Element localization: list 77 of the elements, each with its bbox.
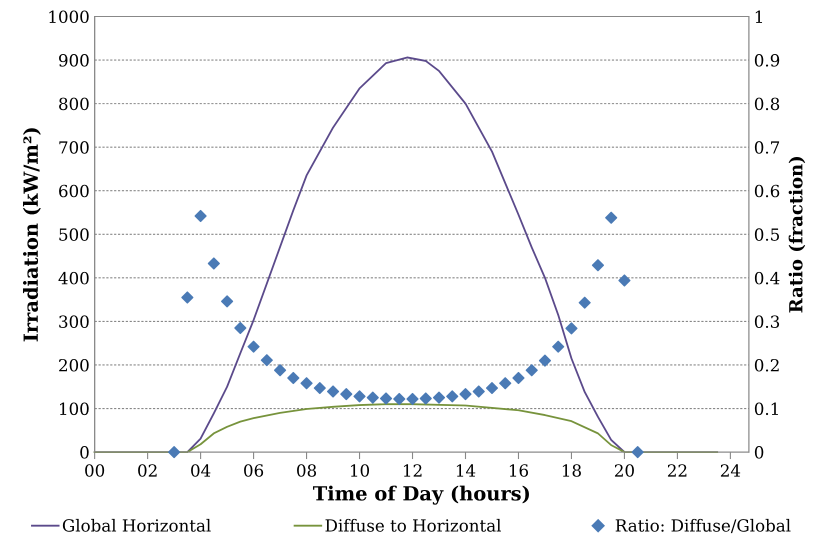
point xyxy=(565,322,578,334)
y2-tick-label: 0.6 xyxy=(754,184,780,198)
y2-tick-label: 0.4 xyxy=(754,272,780,284)
point xyxy=(393,392,406,406)
point xyxy=(499,377,512,390)
y2-tick-label: 0.3 xyxy=(754,315,780,328)
point xyxy=(538,354,552,367)
point xyxy=(208,257,220,270)
y2-tick-label: 0.5 xyxy=(754,228,780,241)
x-tick-label: 18 xyxy=(562,464,581,477)
x-tick-label: 22 xyxy=(668,464,686,477)
point xyxy=(592,259,604,272)
y2-tick-label: 0.9 xyxy=(754,54,780,67)
y-tick-label: 200 xyxy=(59,358,89,372)
point xyxy=(618,274,631,287)
point xyxy=(353,390,366,402)
point xyxy=(194,210,207,222)
x-tick-label: 12 xyxy=(404,464,422,477)
point xyxy=(274,364,286,376)
point xyxy=(234,322,246,334)
point xyxy=(472,385,485,398)
point xyxy=(578,296,591,309)
point xyxy=(260,354,273,366)
point xyxy=(552,340,564,353)
point xyxy=(432,392,446,404)
y2-tick-label: 0.1 xyxy=(754,402,778,416)
y2-tick-label: 0 xyxy=(754,446,764,459)
x-tick-label: 06 xyxy=(244,464,264,477)
y-tick-label: 400 xyxy=(58,272,89,284)
y-tick-label: 300 xyxy=(59,315,89,328)
y-tick-label: 100 xyxy=(60,402,89,416)
x-tick-label: 04 xyxy=(191,464,210,477)
point xyxy=(605,212,618,224)
y2-tick-label: 0.2 xyxy=(754,358,779,372)
x-tick-label: 14 xyxy=(456,464,476,477)
y2-tick-label: 1 xyxy=(756,10,762,23)
x-tick-label: 02 xyxy=(138,464,157,477)
x-tick-label: 16 xyxy=(510,464,528,477)
y-tick-label: 800 xyxy=(59,98,89,110)
legend-label: Global Horizontal xyxy=(62,518,211,532)
point xyxy=(512,372,525,384)
legend-label: Ratio: Diffuse/Global xyxy=(616,518,791,534)
point xyxy=(406,392,419,406)
point xyxy=(181,291,194,304)
y-tick-label: 900 xyxy=(59,54,89,67)
y2-tick-label: 0.8 xyxy=(754,98,780,110)
point xyxy=(221,295,234,308)
y2-axis-title: Ratio (fraction) xyxy=(788,156,806,312)
y-tick-label: 700 xyxy=(59,141,89,154)
x-tick-label: 08 xyxy=(297,464,316,477)
x-axis-title: Time of Day (hours) xyxy=(312,486,529,505)
x-tick-label: 20 xyxy=(614,464,634,477)
point xyxy=(632,446,644,458)
y-tick-label: 600 xyxy=(59,184,89,198)
point xyxy=(486,382,498,394)
point xyxy=(340,388,352,400)
point xyxy=(314,382,326,394)
point xyxy=(526,364,538,376)
y-tick-label: 0 xyxy=(80,446,89,459)
y2-tick-label: 0.7 xyxy=(754,141,780,154)
legend-label: Diffuse to Horizontal xyxy=(325,518,501,532)
point xyxy=(287,372,300,384)
point xyxy=(168,446,180,458)
point xyxy=(366,392,379,404)
point xyxy=(380,392,392,405)
point xyxy=(420,392,432,405)
point xyxy=(459,388,472,400)
point xyxy=(446,390,458,402)
x-tick-label: 24 xyxy=(720,464,740,477)
y-tick-label: 500 xyxy=(59,228,89,241)
point xyxy=(326,385,340,398)
y-axis-title: Irradiation (kW/m²) xyxy=(22,128,41,342)
x-tick-label: 10 xyxy=(350,464,370,477)
point xyxy=(300,377,313,390)
point xyxy=(248,340,260,353)
x-tick-label: 00 xyxy=(85,464,104,477)
y-tick-label: 1000 xyxy=(49,10,89,24)
